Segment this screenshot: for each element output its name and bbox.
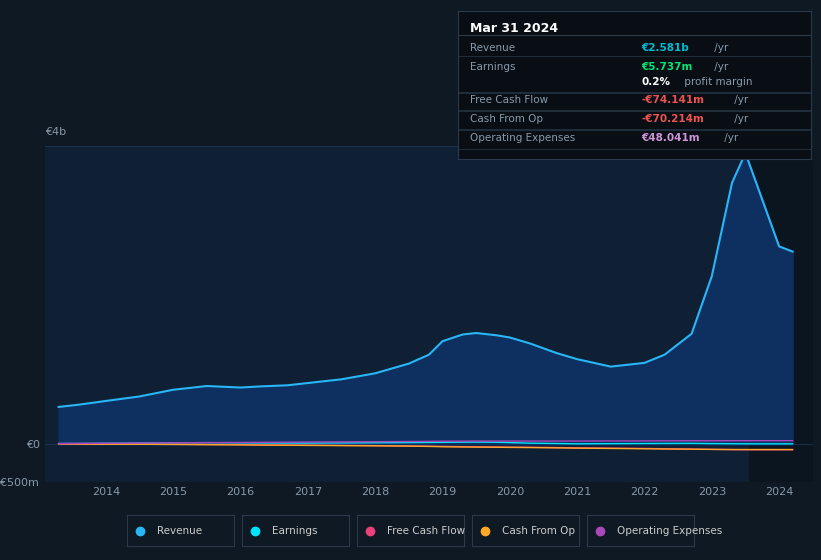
Text: Mar 31 2024: Mar 31 2024 bbox=[470, 21, 558, 35]
Text: /yr: /yr bbox=[731, 114, 748, 124]
Text: /yr: /yr bbox=[711, 43, 728, 53]
Text: Cash From Op: Cash From Op bbox=[470, 114, 544, 124]
Text: /yr: /yr bbox=[711, 62, 728, 72]
Text: Revenue: Revenue bbox=[470, 43, 516, 53]
Text: -€74.141m: -€74.141m bbox=[642, 95, 704, 105]
Text: €48.041m: €48.041m bbox=[642, 133, 700, 143]
Text: Free Cash Flow: Free Cash Flow bbox=[470, 95, 548, 105]
Bar bbox=[749, 146, 813, 482]
Text: Cash From Op: Cash From Op bbox=[502, 526, 575, 535]
Text: €2.581b: €2.581b bbox=[642, 43, 690, 53]
Text: /yr: /yr bbox=[731, 95, 748, 105]
Text: Free Cash Flow: Free Cash Flow bbox=[387, 526, 466, 535]
Text: Operating Expenses: Operating Expenses bbox=[617, 526, 722, 535]
Text: Earnings: Earnings bbox=[470, 62, 516, 72]
Text: €5.737m: €5.737m bbox=[642, 62, 693, 72]
Text: Operating Expenses: Operating Expenses bbox=[470, 133, 576, 143]
Text: Earnings: Earnings bbox=[272, 526, 318, 535]
Text: €4b: €4b bbox=[45, 127, 67, 137]
Text: Revenue: Revenue bbox=[157, 526, 202, 535]
Text: 0.2%: 0.2% bbox=[642, 77, 671, 87]
Text: /yr: /yr bbox=[721, 133, 738, 143]
Text: profit margin: profit margin bbox=[681, 77, 753, 87]
Text: -€70.214m: -€70.214m bbox=[642, 114, 704, 124]
